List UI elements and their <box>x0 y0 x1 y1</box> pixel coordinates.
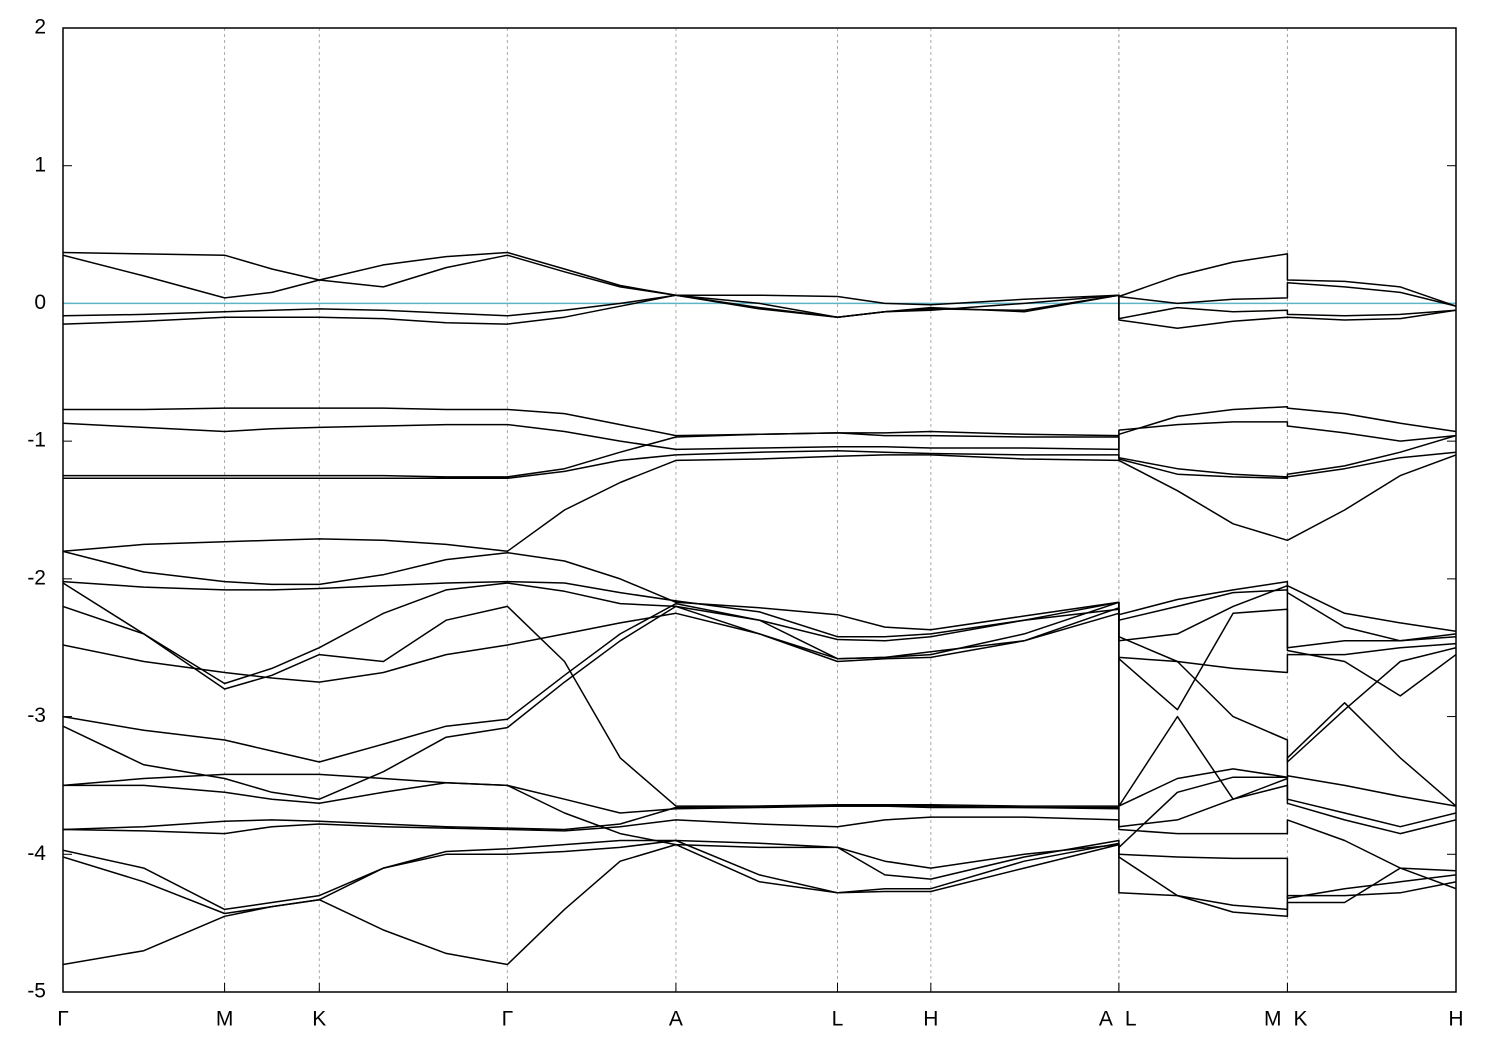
x-tick-label: Γ <box>57 1008 69 1031</box>
x-tick-label: M <box>216 1008 234 1031</box>
band-line <box>63 454 1456 553</box>
x-tick-label: L <box>832 1008 844 1031</box>
band-line <box>63 251 1456 307</box>
band-line <box>63 580 1456 642</box>
band-line <box>63 550 1456 632</box>
y-tick-label: 0 <box>34 291 46 314</box>
y-tick-label: -3 <box>27 704 46 727</box>
band-line <box>63 612 1456 683</box>
band-line <box>63 432 1456 478</box>
band-line <box>63 843 1456 966</box>
band-line <box>63 839 1456 911</box>
band-line <box>63 582 1456 685</box>
band-line <box>63 421 1456 451</box>
x-tick-label: A <box>1099 1008 1113 1031</box>
plot-frame <box>62 27 1457 993</box>
band-line <box>63 294 1456 329</box>
y-tick-label: -1 <box>27 429 46 452</box>
band-line <box>63 601 1456 763</box>
x-tick-label: K <box>312 1008 326 1031</box>
y-tick-label: -2 <box>27 566 46 589</box>
x-tick-label: L <box>1125 1008 1137 1031</box>
band-line <box>63 776 1456 869</box>
y-tick-label: 1 <box>34 153 46 176</box>
y-tick-label: -4 <box>27 842 46 865</box>
x-tick-label: H <box>923 1008 938 1031</box>
band-line <box>63 839 1456 966</box>
x-tick-label: H <box>1448 1008 1463 1031</box>
x-tick-label: Γ <box>502 1008 514 1031</box>
x-tick-label: K <box>1293 1008 1307 1031</box>
x-tick-label: A <box>669 1008 683 1031</box>
y-tick-label: 2 <box>34 16 46 39</box>
band-line <box>63 784 1456 835</box>
band-line <box>63 605 1456 807</box>
band-line <box>63 816 1456 872</box>
band-line <box>63 450 1456 480</box>
y-tick-label: -5 <box>27 980 46 1003</box>
x-tick-label: M <box>1264 1008 1282 1031</box>
band-line <box>63 605 1456 807</box>
